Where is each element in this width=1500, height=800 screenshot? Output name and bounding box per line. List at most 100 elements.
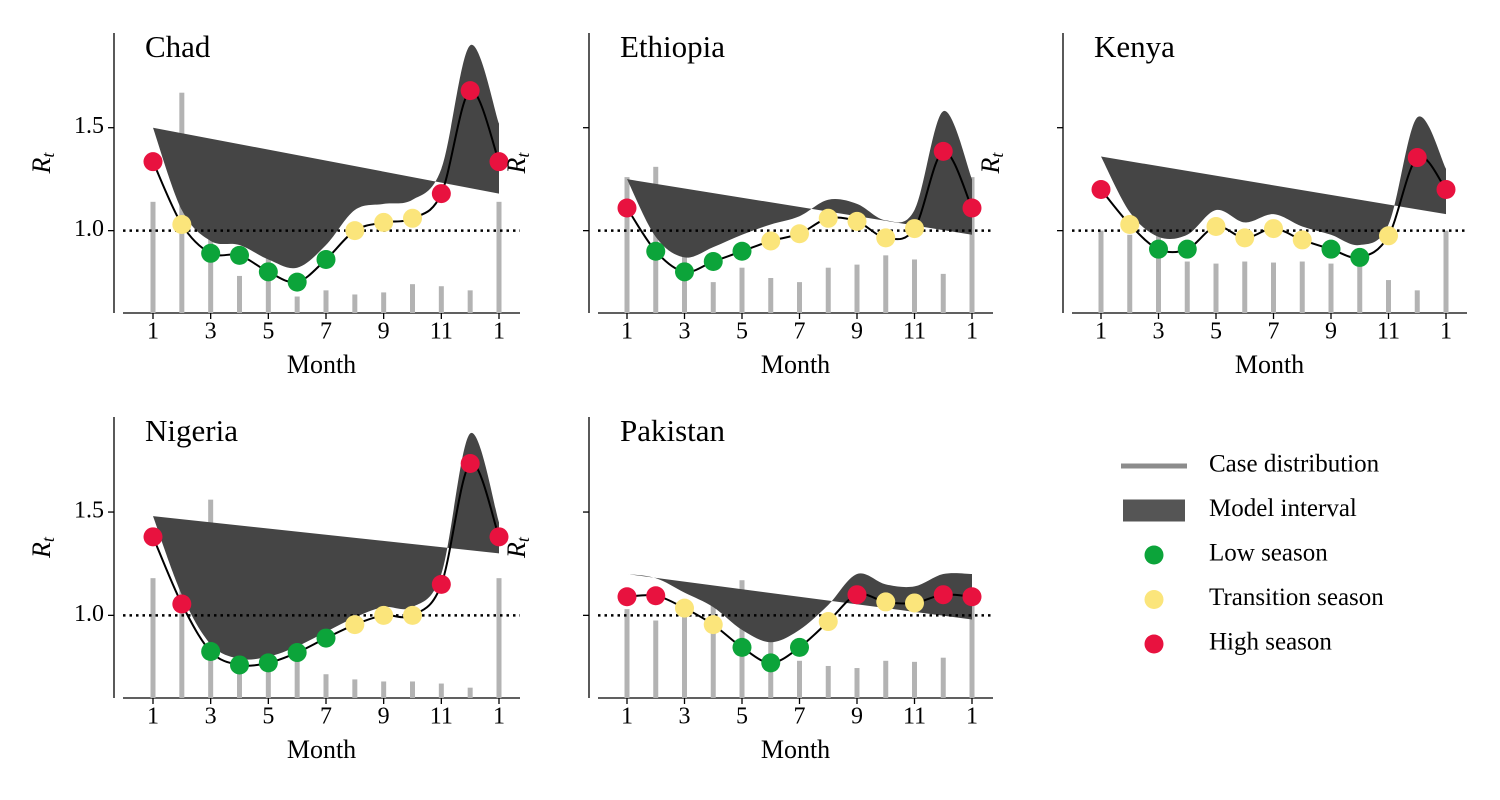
- case-bar: [797, 660, 802, 698]
- x-axis-label: Month: [1235, 350, 1304, 379]
- rt-point: [230, 245, 249, 265]
- rt-point: [790, 224, 809, 244]
- legend-label: Case distribution: [1209, 451, 1380, 478]
- x-tick-label: 5: [262, 319, 274, 345]
- case-bar: [1098, 230, 1104, 313]
- legend-label: Transition season: [1209, 584, 1384, 611]
- rt-point: [258, 262, 278, 282]
- x-tick-label: 3: [679, 704, 691, 730]
- rt-point: [962, 198, 982, 218]
- panel-title: Nigeria: [145, 413, 238, 448]
- legend-swatch: [1123, 499, 1185, 522]
- model-interval: [627, 573, 972, 643]
- x-tick-label: 9: [378, 319, 390, 345]
- rt-point: [1264, 219, 1283, 239]
- case-bar: [653, 166, 659, 313]
- case-bar: [624, 609, 630, 698]
- x-tick-label: 5: [736, 704, 748, 730]
- rt-point: [345, 221, 365, 241]
- y-axis-label: Rt: [502, 152, 533, 175]
- x-tick-label: 9: [851, 319, 863, 345]
- case-bar: [710, 282, 716, 313]
- rt-point: [962, 587, 982, 607]
- rt-point: [1436, 179, 1456, 199]
- rt-point: [761, 653, 781, 673]
- y-axis-label-sub: t: [513, 152, 533, 158]
- case-bar: [1242, 261, 1248, 313]
- rt-point: [617, 198, 637, 218]
- case-bar: [294, 660, 300, 698]
- legend-label: Low season: [1209, 540, 1328, 567]
- rt-point: [1235, 228, 1255, 248]
- case-bar: [410, 284, 415, 313]
- x-tick-label: 11: [903, 319, 926, 345]
- rt-point: [876, 592, 896, 612]
- y-axis-label-base: R: [27, 157, 56, 174]
- x-tick-label: 1: [147, 704, 159, 730]
- case-bar: [969, 177, 975, 313]
- panel-title: Chad: [145, 29, 211, 64]
- rt-point: [374, 605, 394, 625]
- x-tick-label: 1: [966, 319, 978, 345]
- rt-point: [1292, 230, 1312, 250]
- y-axis-label-sub: t: [38, 536, 58, 542]
- case-bar: [825, 267, 831, 313]
- rt-point: [403, 605, 422, 625]
- case-bar: [381, 681, 387, 698]
- rt-point: [1379, 226, 1398, 246]
- rt-point: [732, 637, 752, 657]
- legend-swatch: [1144, 634, 1164, 654]
- rt-point: [431, 574, 451, 594]
- case-bar: [1299, 261, 1305, 313]
- y-axis-label-sub: t: [987, 152, 1007, 158]
- case-bar: [265, 251, 271, 313]
- case-bar: [496, 578, 502, 698]
- y-axis-label: Rt: [502, 536, 533, 559]
- x-tick-label: 1: [1095, 319, 1107, 345]
- rt-point: [143, 152, 163, 172]
- x-tick-label: 11: [903, 704, 926, 730]
- rt-point: [703, 252, 723, 272]
- rt-point: [818, 208, 838, 228]
- x-tick-label: 11: [430, 704, 453, 730]
- rt-point: [143, 527, 163, 547]
- rt-point: [876, 228, 896, 248]
- case-bar: [352, 294, 358, 313]
- case-bar: [438, 286, 444, 313]
- case-bar: [854, 668, 860, 698]
- x-tick-label: 3: [1153, 319, 1165, 345]
- x-tick-label: 7: [1268, 319, 1280, 345]
- x-tick-label: 5: [262, 704, 274, 730]
- y-axis-label-sub: t: [513, 536, 533, 542]
- rt-point: [1407, 148, 1427, 168]
- x-tick-label: 11: [430, 319, 453, 345]
- rt-point: [703, 615, 723, 635]
- rt-point: [201, 243, 221, 263]
- legend-swatch: [1144, 545, 1164, 565]
- case-bar: [797, 282, 802, 313]
- case-bar: [825, 665, 831, 698]
- rt-point: [460, 81, 480, 101]
- rt-point: [1091, 179, 1111, 199]
- rt-point: [646, 241, 666, 261]
- rt-point: [933, 141, 953, 161]
- rt-point: [172, 214, 192, 234]
- case-bar: [467, 687, 473, 698]
- x-tick-label: 7: [320, 319, 332, 345]
- x-tick-label: 1: [147, 319, 159, 345]
- x-tick-label: 9: [851, 704, 863, 730]
- rt-point: [617, 587, 637, 607]
- rt-point: [460, 453, 480, 473]
- case-bar: [150, 578, 156, 698]
- y-axis-label-base: R: [976, 157, 1005, 174]
- case-bar: [438, 683, 444, 698]
- case-bar: [1414, 290, 1420, 313]
- y-axis-label-sub: t: [38, 152, 58, 158]
- case-bar: [323, 290, 329, 313]
- case-bar: [1184, 261, 1190, 313]
- case-bar: [467, 290, 473, 313]
- y-tick-label: 1.5: [74, 113, 104, 139]
- y-axis-label-base: R: [27, 542, 56, 559]
- rt-point: [489, 152, 509, 172]
